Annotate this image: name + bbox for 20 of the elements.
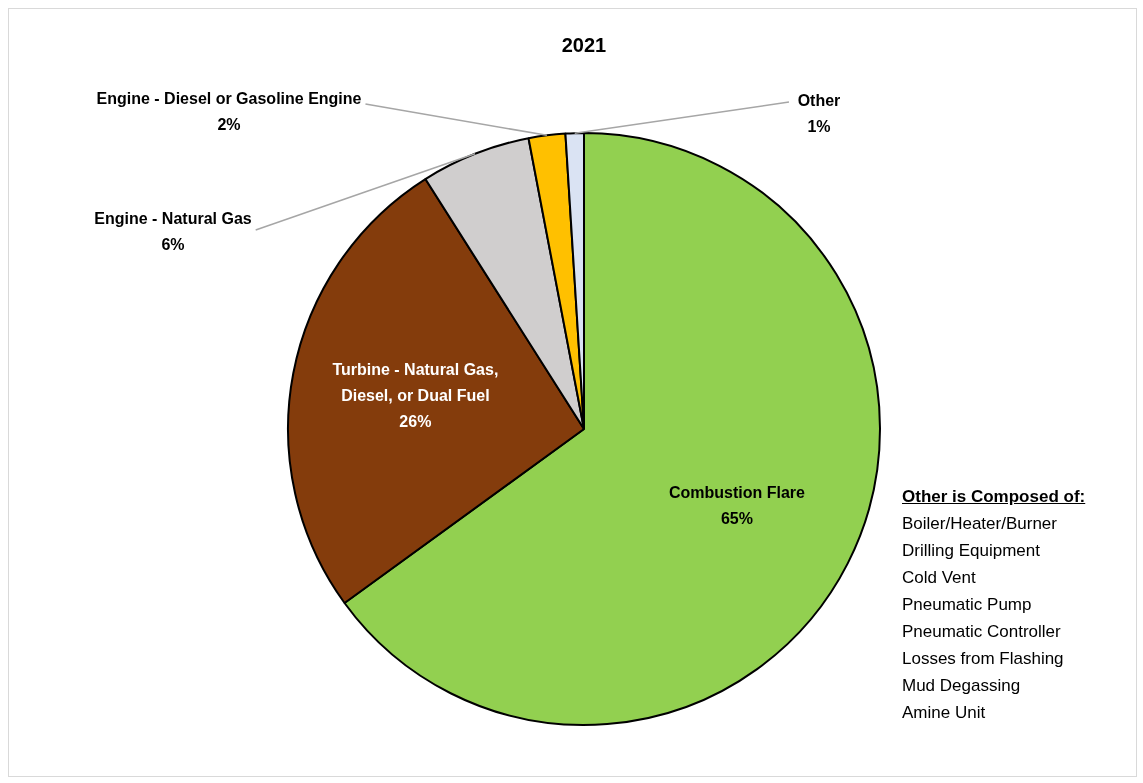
slice-label: Turbine - Natural Gas, Diesel, or Dual Fuel	[332, 361, 499, 405]
text: Other is Composed of:	[902, 486, 1086, 508]
text: Drilling Equipment	[902, 540, 1041, 562]
text: Pneumatic Controller	[902, 621, 1062, 643]
text: Pneumatic Pump	[902, 594, 1033, 616]
chart-title: 2021	[561, 33, 607, 56]
data-label: 1%	[807, 118, 831, 136]
slice-label: Other	[797, 92, 841, 110]
data-label: 6%	[161, 236, 185, 254]
text: Boiler/Heater/Burner	[902, 513, 1058, 535]
text: Losses from Flashing	[902, 648, 1065, 670]
text: Cold Vent	[902, 567, 977, 589]
text: Mud Degassing	[902, 675, 1022, 697]
slice-label: Engine - Diesel or Gasoline Engine	[96, 90, 362, 108]
data-label: 26%	[399, 413, 432, 431]
text: Amine Unit	[902, 702, 987, 724]
data-label: 65%	[720, 510, 753, 528]
data-label: 2%	[217, 116, 241, 134]
slice-label: Engine - Natural Gas	[94, 210, 252, 228]
slice-label: Combustion Flare	[668, 484, 806, 502]
